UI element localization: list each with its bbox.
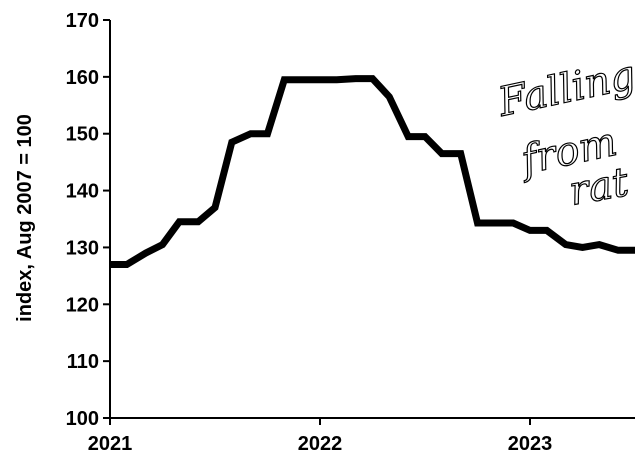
y-tick-label: 150 xyxy=(66,124,99,146)
y-axis: 100 110 120 130 140 150 160 170 xyxy=(66,10,111,430)
y-tick-label: 100 xyxy=(66,408,99,430)
y-axis-title: index, Aug 2007 = 100 xyxy=(14,114,36,322)
y-tick-label: 110 xyxy=(67,351,99,373)
x-tick-label: 2022 xyxy=(298,433,343,455)
annotation-rat: rat xyxy=(566,159,633,215)
x-axis: 2021 2022 2023 xyxy=(88,417,635,455)
series-line-1 xyxy=(110,75,635,268)
y-tick-label: 140 xyxy=(66,181,99,203)
annotation-falling: Falling xyxy=(494,52,635,126)
x-tick-label: 2023 xyxy=(508,433,553,455)
y-tick-label: 120 xyxy=(66,294,99,316)
y-tick-label: 170 xyxy=(66,10,99,32)
y-tick-label: 160 xyxy=(66,67,99,89)
series-layer xyxy=(110,75,635,268)
y-tick-label: 130 xyxy=(66,237,99,259)
x-tick-label: 2021 xyxy=(88,433,133,455)
